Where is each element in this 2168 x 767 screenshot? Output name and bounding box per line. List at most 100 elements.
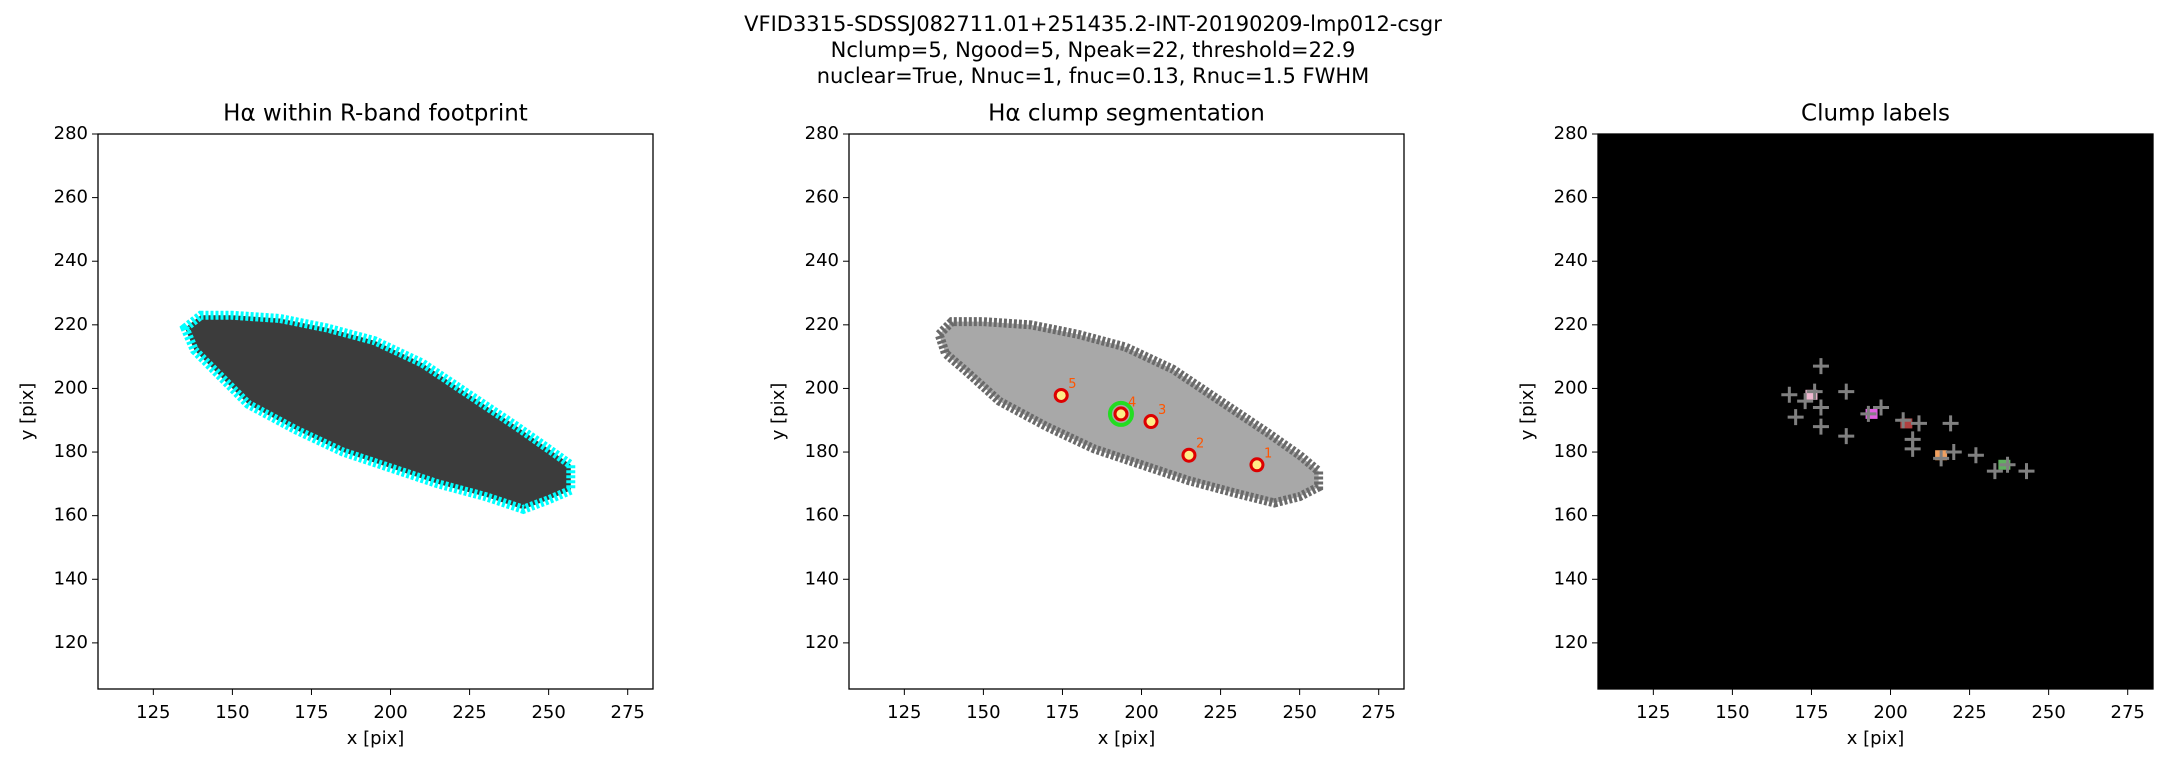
x-axis-label: x [pix]: [1098, 728, 1156, 749]
y-tick-label: 120: [1554, 632, 1588, 653]
y-tick-label: 240: [54, 250, 88, 271]
x-tick-label: 275: [1362, 702, 1396, 723]
figure-title: VFID3315-SDSSJ082711.01+251435.2-INT-201…: [744, 12, 1442, 36]
clump-marker: [1113, 406, 1129, 422]
x-tick-label: 275: [2111, 702, 2145, 723]
clump-marker: [1181, 447, 1197, 463]
footprint: [933, 317, 1324, 508]
x-tick-label: 200: [1124, 702, 1158, 723]
x-tick-label: 125: [136, 702, 170, 723]
y-axis-label: y [pix]: [768, 383, 789, 441]
peak-marker: [1838, 383, 1855, 400]
x-tick-label: 150: [966, 702, 1000, 723]
clump-label: 1: [1264, 446, 1272, 461]
clump-label: 5: [1068, 377, 1076, 392]
peak-marker: [1787, 409, 1804, 426]
x-tick-label: 125: [1636, 702, 1670, 723]
y-tick-label: 240: [1554, 250, 1588, 271]
clump-segment: [1900, 418, 1913, 429]
x-axis-label: x [pix]: [347, 728, 405, 749]
peak-marker: [1910, 415, 1927, 432]
x-tick-label: 150: [1715, 702, 1749, 723]
axes-title: Clump labels: [1801, 101, 1950, 127]
peak-marker: [1781, 386, 1798, 403]
y-tick-label: 280: [54, 123, 88, 144]
x-tick-label: 250: [2031, 702, 2065, 723]
x-axis-label: x [pix]: [1847, 728, 1905, 749]
y-tick-label: 280: [805, 123, 839, 144]
y-tick-label: 220: [54, 314, 88, 335]
y-tick-label: 180: [54, 441, 88, 462]
peak-marker: [1806, 383, 1823, 400]
y-tick-label: 220: [805, 314, 839, 335]
footprint: [179, 310, 576, 515]
axes-title: Hα within R-band footprint: [223, 101, 528, 127]
peak-marker: [1999, 456, 2016, 473]
y-tick-label: 260: [1554, 187, 1588, 208]
clump-label: 4: [1128, 395, 1136, 410]
x-tick-label: 275: [611, 702, 645, 723]
clump-marker: [1143, 414, 1159, 430]
peak-marker: [1860, 405, 1877, 422]
panel: 125 150 175 200 225 250 275 120 140 160 180 200 220 2…: [17, 101, 654, 749]
y-tick-label: 200: [54, 377, 88, 398]
peak-marker: [1945, 444, 1962, 461]
peak-marker: [1838, 428, 1855, 445]
y-tick-label: 260: [54, 187, 88, 208]
figure-subtitle: nuclear=True, Nnuc=1, fnuc=0.13, Rnuc=1.…: [817, 64, 1370, 88]
y-tick-label: 160: [805, 505, 839, 526]
y-tick-label: 140: [805, 568, 839, 589]
y-axis-label: y [pix]: [1517, 383, 1538, 441]
x-tick-label: 225: [1203, 702, 1237, 723]
x-tick-label: 225: [1952, 702, 1986, 723]
axes-frame: [97, 133, 654, 690]
x-tick-label: 150: [215, 702, 249, 723]
x-tick-label: 175: [294, 702, 328, 723]
peak-marker: [1967, 447, 1984, 464]
y-axis-label: y [pix]: [17, 383, 38, 441]
y-tick-label: 120: [54, 632, 88, 653]
x-tick-label: 200: [1873, 702, 1907, 723]
x-tick-label: 175: [1794, 702, 1828, 723]
x-tick-label: 250: [531, 702, 565, 723]
axes-frame: [1597, 133, 2154, 690]
peak-marker: [1812, 358, 1829, 375]
clump-marker: [1249, 457, 1265, 473]
figure-subtitle: Nclump=5, Ngood=5, Npeak=22, threshold=2…: [831, 38, 1356, 62]
x-tick-label: 175: [1045, 702, 1079, 723]
y-tick-label: 160: [54, 505, 88, 526]
axes-title: Hα clump segmentation: [988, 101, 1265, 127]
peak-marker: [1986, 463, 2003, 480]
y-tick-label: 220: [1554, 314, 1588, 335]
clump-segment: [1805, 389, 1818, 400]
peak-marker: [1904, 431, 1921, 448]
y-tick-label: 180: [1554, 441, 1588, 462]
y-tick-label: 180: [805, 441, 839, 462]
y-tick-label: 120: [805, 632, 839, 653]
y-tick-label: 200: [1554, 377, 1588, 398]
x-tick-label: 225: [452, 702, 486, 723]
y-tick-label: 240: [805, 250, 839, 271]
panel: 125 150 175 200 225 250 275 120 140 160 180 200 220 2…: [1517, 101, 2154, 749]
y-tick-label: 140: [54, 568, 88, 589]
y-tick-label: 260: [805, 187, 839, 208]
x-tick-label: 250: [1282, 702, 1316, 723]
y-tick-label: 200: [805, 377, 839, 398]
y-tick-label: 160: [1554, 505, 1588, 526]
x-tick-label: 125: [887, 702, 921, 723]
peak-marker: [1933, 450, 1950, 467]
nucleus-marker: [1107, 400, 1134, 427]
peak-marker: [1873, 399, 1890, 416]
y-tick-label: 140: [1554, 568, 1588, 589]
peak-marker: [1797, 393, 1814, 410]
clump-label: 2: [1196, 437, 1204, 452]
peak-marker: [1895, 412, 1912, 429]
peak-marker: [1812, 418, 1829, 435]
peak-marker: [2018, 463, 2035, 480]
clump-label: 3: [1158, 403, 1166, 418]
peak-marker: [1942, 415, 1959, 432]
x-tick-label: 200: [373, 702, 407, 723]
panel: 1 2 3 4 5 125 150 175 200 225 250 275 120 140 160 180 20…: [768, 101, 1405, 749]
y-tick-label: 280: [1554, 123, 1588, 144]
